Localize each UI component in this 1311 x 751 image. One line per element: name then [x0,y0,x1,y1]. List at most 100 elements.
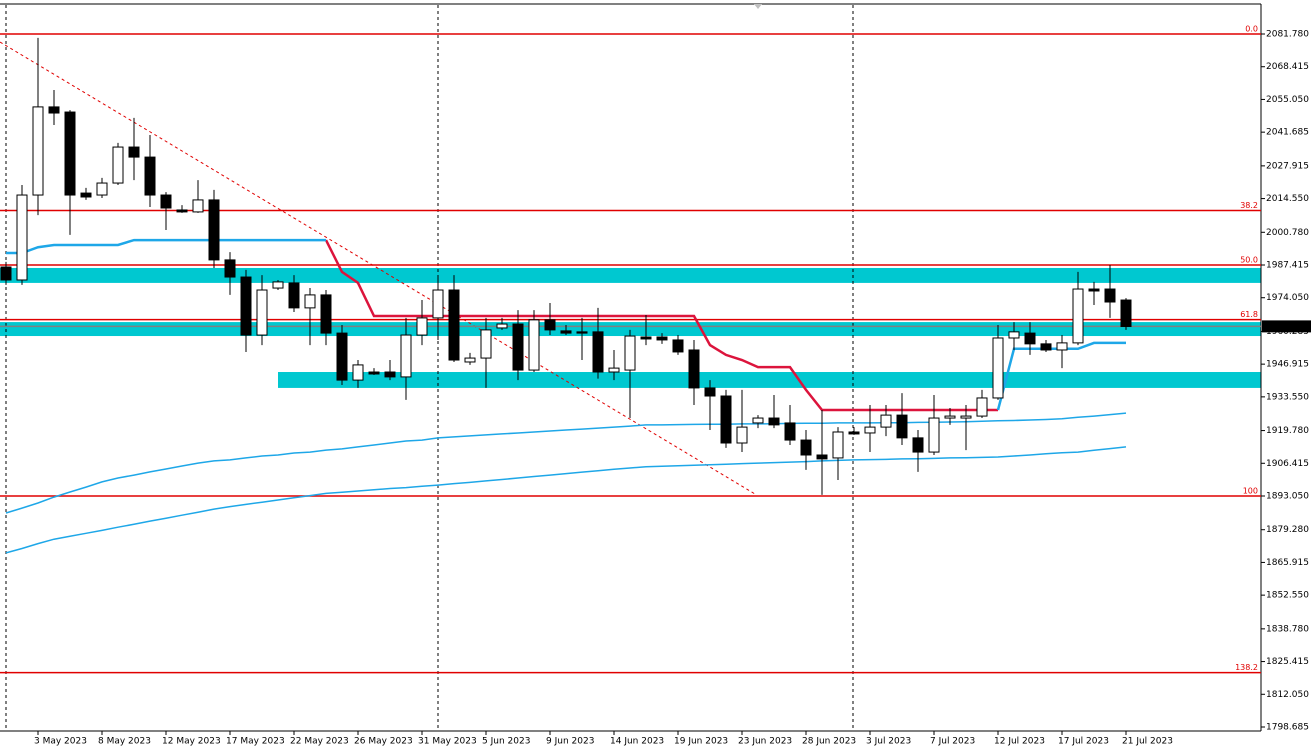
y-tick-label: 2027.915 [1266,161,1309,171]
candle-body [608,367,620,373]
candle-body [848,431,860,435]
candle-body [448,289,460,361]
candle-body [592,331,604,373]
x-tick-label: 14 Jun 2023 [610,737,664,747]
candle-body [576,331,588,334]
candle-body [880,414,892,428]
x-tick-label: 12 Jul 2023 [994,737,1045,747]
candle-body [96,182,108,196]
candle-body [992,337,1004,399]
candle-body [432,289,444,319]
y-tick-label: 2081.780 [1266,30,1309,40]
candle-body [224,259,236,278]
y-tick-label: 2055.050 [1266,95,1309,105]
candle-body [112,146,124,184]
trend-line [0,41,756,495]
fib-label: 50.0 [1240,256,1258,265]
candle-body [208,199,220,261]
candle-body [464,357,476,363]
candle-body [320,294,332,334]
candle-body [384,371,396,378]
x-tick-label: 7 Jul 2023 [930,737,975,747]
candle-body [32,106,44,196]
candle-body [416,317,428,336]
candle-body [1056,342,1068,351]
y-tick-label: 1825.415 [1266,657,1309,667]
candle-body [128,146,140,158]
y-tick-label: 1838.780 [1266,624,1309,634]
candle-body [48,106,60,114]
candle-body [368,371,380,375]
candle-body [176,209,188,213]
candle-body [288,282,300,309]
price-tag [1262,320,1311,333]
candle-body [1008,331,1020,339]
candle-body [960,415,972,419]
x-tick-label: 19 Jun 2023 [674,737,728,747]
candle-body [624,335,636,371]
x-tick-label: 12 May 2023 [162,737,221,747]
x-tick-label: 22 May 2023 [290,737,349,747]
y-tick-label: 1798.685 [1266,722,1309,732]
candle-body [896,414,908,439]
x-tick-label: 28 Jun 2023 [802,737,856,747]
x-tick-label: 8 May 2023 [98,737,151,747]
candle-body [1072,288,1084,344]
candle-body [336,332,348,381]
candle-body [1040,343,1052,351]
candle-body [160,194,172,209]
x-tick-label: 21 Jul 2023 [1122,737,1173,747]
zone [0,322,1261,337]
y-tick-label: 1879.280 [1266,525,1309,535]
y-tick-label: 2068.415 [1266,62,1309,72]
candle-body [688,349,700,389]
candle-body [928,417,940,453]
y-tick-label: 1852.550 [1266,591,1309,601]
candle-body [80,192,92,198]
candle-body [912,437,924,453]
candle-body [672,339,684,353]
x-tick-label: 17 May 2023 [226,737,285,747]
y-tick-label: 1974.050 [1266,293,1309,303]
candle-body [256,289,268,336]
fib-label: 100 [1243,487,1258,496]
candle-body [544,319,556,331]
x-tick-label: 9 Jun 2023 [546,737,594,747]
candle-body [512,323,524,371]
candle-body [1024,332,1036,345]
candle-body [64,111,76,196]
candle-body [784,422,796,441]
zone [0,267,1261,283]
candle-body [16,194,28,281]
indicator-line [5,446,1127,554]
y-tick-label: 1865.915 [1266,558,1309,568]
y-tick-label: 1893.050 [1266,492,1309,502]
candle-body [1104,288,1116,303]
candle-body [800,439,812,456]
candle-body [736,426,748,444]
y-tick-label: 2014.550 [1266,194,1309,204]
candle-body [944,415,956,419]
y-tick-label: 1987.415 [1266,261,1309,271]
x-tick-label: 31 May 2023 [418,737,477,747]
candle-body [240,276,252,336]
y-tick-label: 1933.550 [1266,392,1309,402]
candle-body [1088,288,1100,292]
candle-body [704,387,716,397]
candle-body [976,397,988,417]
zone [278,372,1261,388]
candle-body [304,294,316,309]
fib-label: 38.2 [1240,201,1258,210]
x-tick-label: 17 Jul 2023 [1058,737,1109,747]
candle-body [0,266,12,281]
price-tag-label: 1962.338 [1265,322,1308,332]
x-tick-label: 23 Jun 2023 [738,737,792,747]
fib-label: 0.0 [1245,25,1258,34]
x-tick-label: 3 May 2023 [34,737,87,747]
y-tick-label: 1812.050 [1266,690,1309,700]
shift-marker [754,4,762,9]
candle-body [400,334,412,378]
candle-body [1120,299,1132,327]
x-tick-label: 26 May 2023 [354,737,413,747]
